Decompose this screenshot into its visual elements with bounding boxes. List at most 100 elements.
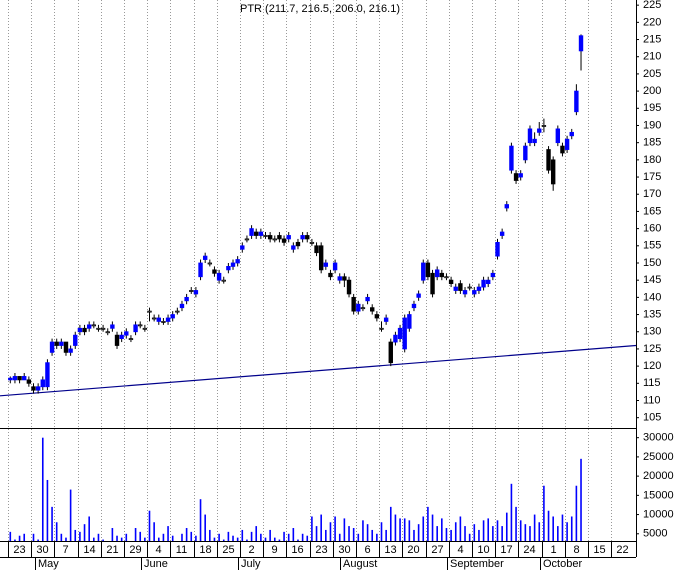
candle-body <box>448 279 454 285</box>
volume-bar <box>320 514 322 541</box>
candle-body <box>249 228 254 236</box>
x-tick-label: 10 <box>477 544 489 556</box>
volume-bar <box>575 485 578 541</box>
volume-bar <box>505 512 508 541</box>
volume-bar <box>278 539 281 541</box>
volume-bar <box>269 529 271 541</box>
candle-body <box>198 262 203 278</box>
x-tick-label: 21 <box>106 544 118 556</box>
month-label: July <box>241 558 261 570</box>
candle-body <box>356 303 361 312</box>
volume-bar <box>213 537 216 541</box>
y-tick-label: 190 <box>643 119 661 131</box>
y-tick-label: 175 <box>643 171 661 183</box>
candle-body <box>286 235 291 240</box>
candle-body <box>202 255 208 260</box>
candle-body <box>574 90 579 113</box>
candle-body <box>541 125 547 127</box>
volume-bar <box>315 526 318 541</box>
volume-bar <box>60 533 63 541</box>
volume-bar <box>273 537 276 541</box>
volume-bar <box>459 516 462 541</box>
candle-body <box>351 296 356 312</box>
candle-body <box>337 276 342 281</box>
volume-bar <box>227 531 230 541</box>
candle-body <box>221 279 226 282</box>
candle-body <box>22 376 27 381</box>
candle-body <box>91 324 97 327</box>
y-tick-label: 180 <box>643 154 661 166</box>
volume-bar <box>552 516 554 541</box>
volume-bar <box>431 514 434 541</box>
candle-body <box>207 262 213 265</box>
candle-body <box>281 238 287 243</box>
volume-bar <box>32 533 35 541</box>
volume-bar <box>292 528 295 541</box>
volume-bar <box>241 529 244 541</box>
y-tick-label: 105 <box>643 412 661 424</box>
volume-bar <box>46 479 49 541</box>
month-label: June <box>144 558 168 570</box>
candle-body <box>346 279 352 295</box>
candle-body <box>272 238 277 241</box>
candle-body <box>458 283 463 291</box>
x-tick-label: 23 <box>315 544 327 556</box>
candle-body <box>165 317 171 322</box>
candle-body <box>105 331 110 334</box>
volume-bar <box>533 514 536 541</box>
volume-bar <box>116 535 118 541</box>
volume-bar <box>301 533 304 541</box>
y2-tick-label: 20000 <box>643 470 674 482</box>
volume-bar <box>18 535 21 541</box>
x-tick-label: 18 <box>199 544 211 556</box>
volume-bar <box>478 529 480 541</box>
candle-body <box>527 128 533 144</box>
candle-body <box>550 159 556 185</box>
candle-body <box>100 327 106 330</box>
volume-bar <box>422 516 425 541</box>
volume-bar <box>144 537 146 541</box>
y2-tick-label: 10000 <box>643 508 674 520</box>
x-tick-label: 1 <box>550 544 556 556</box>
candle-body <box>267 235 273 240</box>
x-tick-label: 30 <box>338 544 350 556</box>
y2-tick-label: 30000 <box>643 432 674 444</box>
x-tick-label: 22 <box>616 544 628 556</box>
candle-body <box>518 173 523 178</box>
candle-body <box>379 327 384 330</box>
volume-bar <box>171 535 174 541</box>
volume-bar <box>343 518 346 541</box>
volume-bar <box>464 526 466 541</box>
volume-bar <box>306 535 309 541</box>
candle-body <box>226 266 231 271</box>
x-tick-label: 4 <box>155 544 161 556</box>
candle-body <box>189 290 194 292</box>
candle-body <box>421 262 426 281</box>
candle-body <box>430 272 435 295</box>
volume-bar <box>283 531 285 541</box>
candle-body <box>486 279 491 285</box>
candle-body <box>564 138 570 150</box>
volume-bar <box>338 533 341 541</box>
volume-bar <box>501 526 503 541</box>
trendline <box>0 344 637 397</box>
candle-body <box>258 231 264 236</box>
candle-body <box>254 231 259 236</box>
y-tick-label: 165 <box>643 205 661 217</box>
candle-body <box>8 377 13 381</box>
candle-body <box>560 145 565 154</box>
volume-bar <box>148 510 151 541</box>
y-tick-label: 185 <box>643 137 661 149</box>
volume-bar <box>334 516 336 541</box>
volume-bar <box>157 537 160 541</box>
candle-body <box>388 341 393 364</box>
candle-body <box>59 341 64 346</box>
candle-body <box>555 128 561 144</box>
volume-bar <box>139 531 142 541</box>
y-tick-label: 130 <box>643 326 661 338</box>
volume-bar <box>580 458 582 541</box>
volume-bar <box>482 520 485 541</box>
x-tick-label: 29 <box>129 544 141 556</box>
volume-bar <box>255 526 258 541</box>
